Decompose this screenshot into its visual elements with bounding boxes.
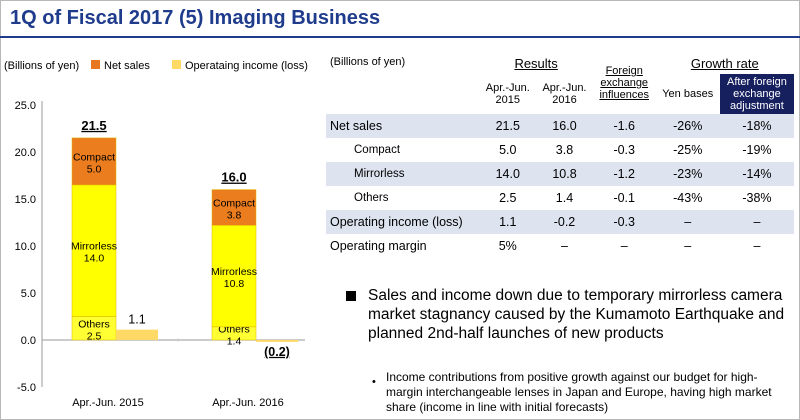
col-header-2016: Apr.-Jun. 2016 xyxy=(542,82,587,107)
category-label: Apr.-Jun. 2015 xyxy=(72,397,144,409)
segment-value-compact: 3.8 xyxy=(227,209,242,221)
legend-label-operating-income: Operataing income (loss) xyxy=(185,60,308,72)
cell-yen: -25% xyxy=(673,143,703,158)
bullet-square-icon xyxy=(346,291,356,301)
row-label: Mirrorless xyxy=(326,162,480,187)
cell-yen: -26% xyxy=(655,114,720,139)
table-row: Operating income (loss) 1.1 -0.2 -0.3– – xyxy=(326,210,794,235)
y-tick-label: 15.0 xyxy=(15,194,36,206)
y-tick-label: 10.0 xyxy=(15,241,36,253)
cell-2015: 1.1 xyxy=(479,210,537,235)
cell-yen: -43% xyxy=(673,191,703,206)
table-row: Operating margin 5% – – – – xyxy=(326,234,794,258)
cell-fx: -0.1 xyxy=(613,191,635,206)
net-sales-total-label: 16.0 xyxy=(221,170,246,185)
cell-after-fx: – xyxy=(753,239,761,254)
segment-value-compact: 5.0 xyxy=(87,163,102,175)
segment-name-compact: Compact xyxy=(213,197,255,209)
col-header-2015: Apr.-Jun. 2015 xyxy=(485,82,530,107)
bar-mirrorless-1 xyxy=(211,225,257,328)
operating-income-label: 1.1 xyxy=(128,313,145,327)
results-table: (Billions of yen) Results Foreign exchang… xyxy=(326,52,794,258)
y-tick-label: 25.0 xyxy=(15,100,36,112)
operating-income-label: (0.2) xyxy=(264,345,290,359)
main-bullet-text: Sales and income down due to temporary m… xyxy=(368,287,785,342)
segment-value-others: 2.5 xyxy=(87,330,102,342)
y-tick-label: 0.0 xyxy=(21,335,36,347)
cell-fx: -1.6 xyxy=(592,114,656,139)
table-row: Others 2.5 1.4 -0.1 -43% -38% xyxy=(326,186,794,210)
cell-2016: 16.0 xyxy=(536,114,593,139)
row-label: Operating income (loss) xyxy=(326,210,480,235)
net-sales-total-label: 21.5 xyxy=(81,118,106,133)
segment-value-mirrorless: 10.8 xyxy=(224,278,245,290)
table-row: Compact 5.0 3.8 -0.3 -25% -19% xyxy=(326,138,794,162)
segment-value-mirrorless: 14.0 xyxy=(84,253,105,265)
growth-group-header: Growth rate xyxy=(690,55,759,71)
segment-name-compact: Compact xyxy=(73,151,115,163)
cell-fx: – xyxy=(620,239,628,254)
table-unit-label: (Billions of yen) xyxy=(330,56,406,68)
chart-unit-label: (Billions of yen) xyxy=(4,60,79,72)
category-label: Apr.-Jun. 2016 xyxy=(212,397,284,409)
results-group-header: Results xyxy=(514,55,558,71)
fx-header: Foreign exchange influences xyxy=(599,65,649,102)
legend-swatch-net-sales xyxy=(91,60,100,69)
cell-yen: – xyxy=(655,210,720,235)
y-tick-label: 5.0 xyxy=(21,288,36,300)
operating-income-bar-0 xyxy=(116,329,158,340)
segment-name-mirrorless: Mirrorless xyxy=(71,241,117,253)
table-row: Net sales 21.5 16.0 -1.6 -26% -18% xyxy=(326,114,794,139)
page-title: 1Q of Fiscal 2017 (5) Imaging Business xyxy=(10,7,381,29)
col-header-yen-bases: Yen bases xyxy=(662,88,714,101)
segment-name-others: Others xyxy=(78,318,110,330)
cell-2016: 3.8 xyxy=(555,143,574,158)
cell-2016: – xyxy=(561,239,568,254)
cell-2015: 5% xyxy=(498,239,517,254)
row-label: Net sales xyxy=(326,114,480,139)
segment-value-others: 1.4 xyxy=(227,335,242,347)
cell-2015: 14.0 xyxy=(479,162,537,187)
cell-fx: -0.3 xyxy=(613,143,635,158)
legend-swatch-operating-income xyxy=(172,60,181,69)
cell-yen: – xyxy=(684,239,692,254)
sub-bullet-dot-icon: • xyxy=(372,376,376,388)
cell-2015: 5.0 xyxy=(499,143,517,158)
cell-2016: 1.4 xyxy=(555,191,574,206)
cell-after-fx: -18% xyxy=(719,114,794,139)
cell-after-fx: -14% xyxy=(719,162,794,187)
row-label: Operating margin xyxy=(330,239,427,254)
operating-income-bar-1 xyxy=(256,340,298,342)
imaging-bar-chart: (Billions of yen) Net sales Operataing inc… xyxy=(4,60,308,409)
table-row: Mirrorless 14.0 10.8 -1.2 -23% -14% xyxy=(326,162,794,187)
cell-2015: 21.5 xyxy=(479,114,537,139)
bar-compact-0 xyxy=(71,137,117,186)
cell-yen: -23% xyxy=(655,162,720,187)
cell-2016: 10.8 xyxy=(536,162,593,187)
y-tick-label: -5.0 xyxy=(17,382,36,394)
row-label: Compact xyxy=(354,144,401,157)
cell-after-fx: -38% xyxy=(742,191,772,206)
title-divider xyxy=(0,36,800,38)
segment-name-mirrorless: Mirrorless xyxy=(211,266,257,278)
cell-2016: -0.2 xyxy=(536,210,593,235)
cell-after-fx: -19% xyxy=(742,143,772,158)
cell-2015: 2.5 xyxy=(499,191,517,206)
col-header-after-fx: After foreign exchange adjustment xyxy=(719,74,794,115)
legend-label-net-sales: Net sales xyxy=(104,60,150,72)
row-label: Others xyxy=(354,192,389,205)
cell-fx: -1.2 xyxy=(592,162,656,187)
sub-bullet-text: Income contributions from positive growt… xyxy=(386,370,772,414)
bar-compact-1 xyxy=(211,189,257,226)
cell-after-fx: – xyxy=(719,210,794,235)
y-tick-label: 20.0 xyxy=(15,147,36,159)
cell-fx: -0.3 xyxy=(592,210,656,235)
